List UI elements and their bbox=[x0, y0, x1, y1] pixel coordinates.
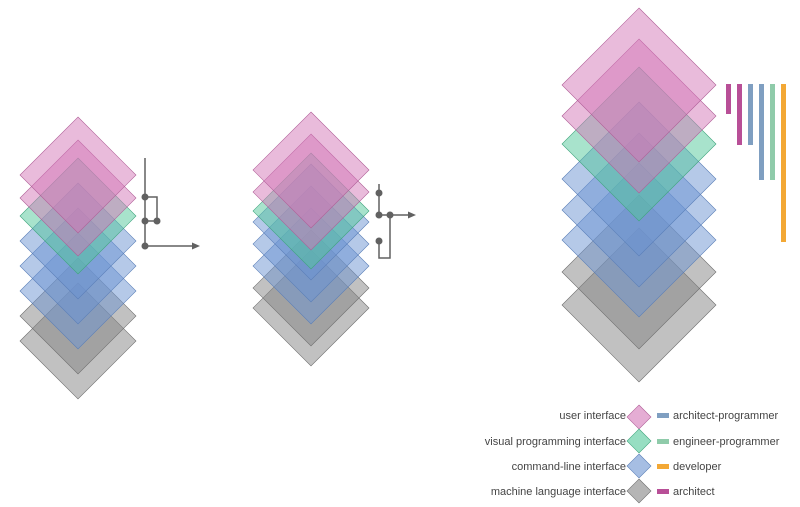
connector-node bbox=[141, 242, 149, 250]
user-interface-swatch-icon bbox=[626, 404, 652, 430]
arrow-head-icon bbox=[408, 211, 416, 219]
command-line-swatch-icon bbox=[626, 453, 652, 479]
architect-programmer-bar bbox=[748, 84, 753, 145]
connector-node bbox=[386, 211, 394, 219]
engineer-programmer-bar bbox=[770, 84, 775, 180]
layer-stack-2 bbox=[252, 111, 370, 367]
connector-node bbox=[375, 237, 383, 245]
visual-programming-swatch-icon bbox=[626, 428, 652, 454]
connector-node bbox=[141, 217, 149, 225]
developer-swatch bbox=[657, 464, 669, 469]
engineer-programmer-swatch bbox=[657, 439, 669, 444]
legend-label-command-line-interface: command-line interface bbox=[512, 461, 626, 473]
legend-label-user-interface: user interface bbox=[559, 410, 626, 422]
connector-node bbox=[375, 189, 383, 197]
user-interface-layer bbox=[561, 7, 717, 163]
connector-line bbox=[378, 215, 391, 259]
role-bars bbox=[726, 84, 786, 242]
architect-programmer-bar bbox=[759, 84, 764, 180]
user-interface-layer bbox=[19, 116, 137, 234]
connector-node bbox=[141, 193, 149, 201]
legend-label-engineer-programmer: engineer-programmer bbox=[673, 436, 780, 448]
developer-bar bbox=[781, 84, 786, 242]
legend-label-visual-programming-interface: visual programming interface bbox=[485, 436, 626, 448]
connector-2 bbox=[375, 184, 416, 259]
legend-roles: architect-programmer engineer-programmer… bbox=[657, 410, 780, 498]
legend-label-architect: architect bbox=[673, 486, 715, 498]
legend-label-machine-language-interface: machine language interface bbox=[491, 486, 626, 498]
connector-1 bbox=[141, 158, 200, 250]
architect-swatch bbox=[657, 489, 669, 494]
arrow-head-icon bbox=[192, 242, 200, 250]
user-interface-layer bbox=[252, 111, 370, 229]
architect-programmer-swatch bbox=[657, 413, 669, 418]
connector-node bbox=[375, 211, 383, 219]
connector-line bbox=[145, 196, 158, 222]
layer-stack-1 bbox=[19, 116, 137, 400]
connector-node bbox=[153, 217, 161, 225]
machine-language-swatch-icon bbox=[626, 478, 652, 504]
legend-label-architect-programmer: architect-programmer bbox=[673, 410, 778, 422]
legend-label-developer: developer bbox=[673, 461, 722, 473]
architect-bar bbox=[726, 84, 731, 114]
architect-bar bbox=[737, 84, 742, 145]
legend-layers: user interface visual programming interf… bbox=[485, 404, 652, 504]
layer-stack-3 bbox=[561, 7, 717, 383]
